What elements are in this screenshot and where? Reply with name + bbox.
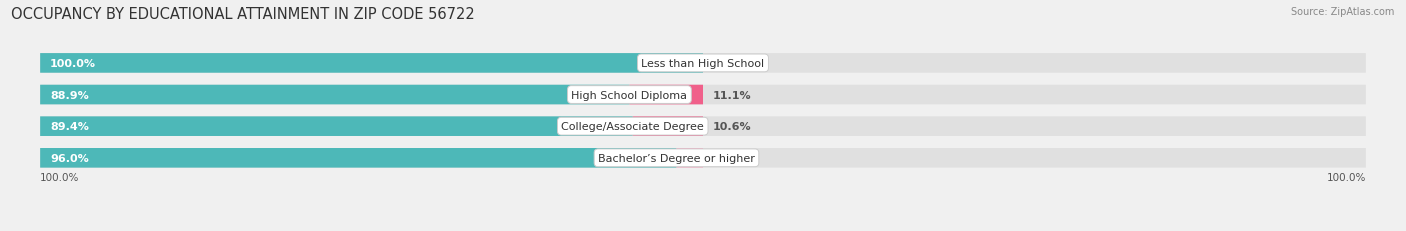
Text: 0.0%: 0.0% [713, 59, 744, 69]
FancyBboxPatch shape [41, 148, 676, 168]
FancyBboxPatch shape [41, 54, 1365, 73]
FancyBboxPatch shape [633, 117, 703, 136]
Text: Less than High School: Less than High School [641, 59, 765, 69]
FancyBboxPatch shape [41, 54, 703, 73]
Text: 100.0%: 100.0% [51, 59, 96, 69]
FancyBboxPatch shape [41, 117, 1365, 136]
Text: 100.0%: 100.0% [41, 173, 80, 183]
Text: 88.9%: 88.9% [51, 90, 89, 100]
FancyBboxPatch shape [630, 85, 703, 105]
Text: 10.6%: 10.6% [713, 122, 752, 132]
FancyBboxPatch shape [41, 148, 1365, 168]
FancyBboxPatch shape [41, 85, 1365, 105]
FancyBboxPatch shape [41, 117, 633, 136]
Text: 11.1%: 11.1% [713, 90, 752, 100]
Text: Source: ZipAtlas.com: Source: ZipAtlas.com [1291, 7, 1395, 17]
FancyBboxPatch shape [676, 148, 703, 168]
FancyBboxPatch shape [41, 85, 630, 105]
Text: 100.0%: 100.0% [1326, 173, 1365, 183]
Text: College/Associate Degree: College/Associate Degree [561, 122, 704, 132]
Text: High School Diploma: High School Diploma [571, 90, 688, 100]
Text: 4.0%: 4.0% [713, 153, 744, 163]
Text: 96.0%: 96.0% [51, 153, 89, 163]
Legend: Owner-occupied, Renter-occupied: Owner-occupied, Renter-occupied [579, 228, 827, 231]
Text: Bachelor’s Degree or higher: Bachelor’s Degree or higher [598, 153, 755, 163]
Text: 89.4%: 89.4% [51, 122, 89, 132]
Text: OCCUPANCY BY EDUCATIONAL ATTAINMENT IN ZIP CODE 56722: OCCUPANCY BY EDUCATIONAL ATTAINMENT IN Z… [11, 7, 475, 22]
